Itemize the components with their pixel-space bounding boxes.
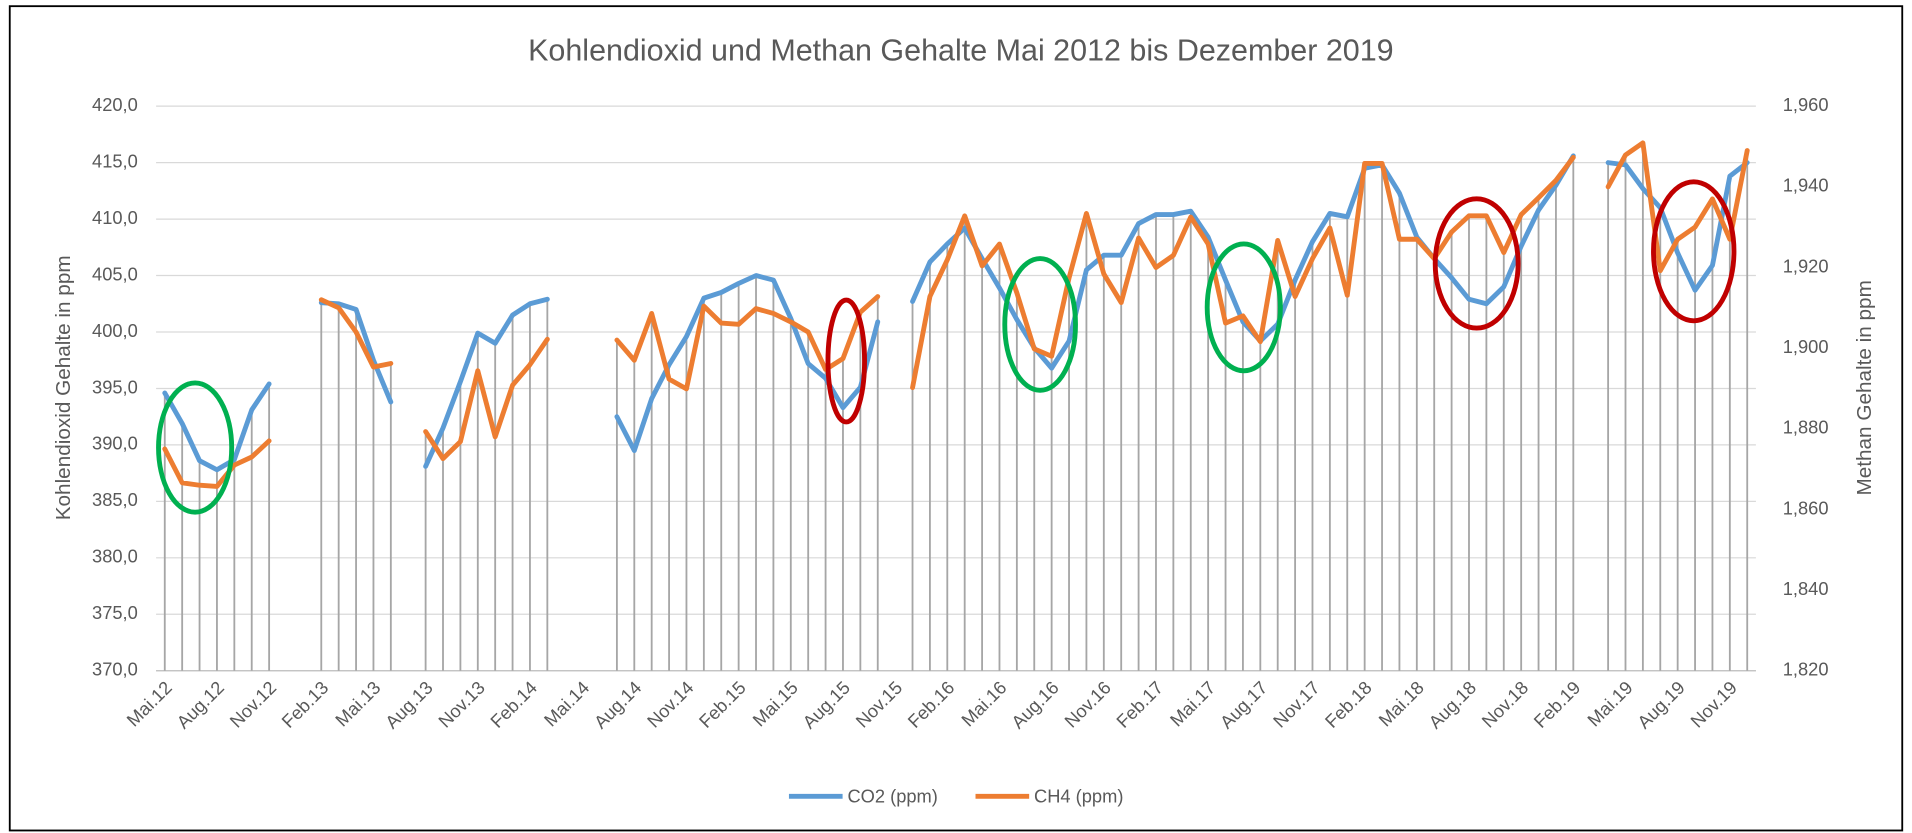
series-line: [162, 140, 1750, 489]
drop-lines: [163, 142, 1749, 671]
green-ellipse: [156, 380, 235, 515]
y2-tick-label: 1,960: [1783, 94, 1829, 115]
y-tick-label: 385,0: [92, 489, 138, 510]
y-tick-label: 400,0: [92, 320, 138, 341]
legend-item: CH4 (ppm): [975, 785, 1123, 806]
y2-axis-title: Methan Gehalte in ppm: [1853, 280, 1876, 495]
red-ellipse: [1432, 196, 1521, 331]
y2-tick-label: 1,860: [1783, 497, 1829, 518]
chart-title: Kohlendioxid und Methan Gehalte Mai 2012…: [528, 34, 1394, 68]
y-tick-label: 410,0: [92, 207, 138, 228]
series-lines: [162, 140, 1750, 489]
red-ellipse: [1651, 179, 1737, 324]
y2-tick-label: 1,880: [1783, 417, 1829, 438]
series-line: [162, 153, 1750, 473]
red-ellipse: [825, 297, 867, 425]
green-ellipse: [1002, 256, 1078, 393]
y2-tick-label: 1,840: [1783, 578, 1829, 599]
y2-tick-label: 1,940: [1783, 175, 1829, 196]
y-tick-label: 380,0: [92, 546, 138, 567]
legend-label: CH4 (ppm): [1034, 785, 1123, 806]
y-axis-title: Kohlendioxid Gehalte in ppm: [52, 255, 75, 520]
y-tick-label: 390,0: [92, 433, 138, 454]
annotations: [156, 179, 1737, 515]
legend-label: CO2 (ppm): [847, 785, 937, 806]
y2-tick-label: 1,900: [1783, 336, 1829, 357]
y-tick-label: 405,0: [92, 263, 138, 284]
y-tick-label: 370,0: [92, 659, 138, 680]
y-tick-label: 395,0: [92, 376, 138, 397]
y2-tick-label: 1,920: [1783, 255, 1829, 276]
y-tick-label: 375,0: [92, 602, 138, 623]
y-tick-label: 415,0: [92, 150, 138, 171]
y2-tick-label: 1,820: [1783, 659, 1829, 680]
chart-frame: [8, 5, 1904, 832]
y-tick-label: 420,0: [92, 94, 138, 115]
green-ellipse: [1204, 241, 1283, 374]
grid: [156, 105, 1756, 672]
legend-item: CO2 (ppm): [788, 785, 938, 806]
